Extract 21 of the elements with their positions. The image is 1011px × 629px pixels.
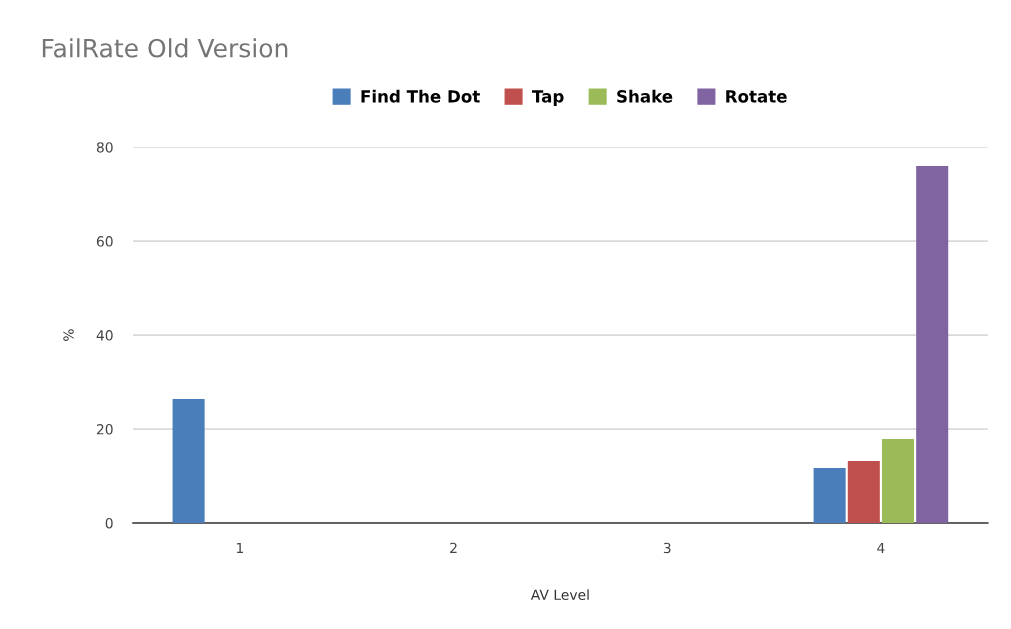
bar (172, 398, 205, 524)
y-tick-label: 20 (96, 424, 113, 435)
bar (813, 468, 846, 524)
y-tick-label: 60 (96, 236, 113, 247)
legend-label: Find The Dot (361, 89, 480, 103)
y-tick-label: 0 (105, 517, 113, 529)
chart-title: FailRate Old Version (42, 38, 288, 58)
legend-label: Shake (617, 89, 673, 103)
x-tick-label: 3 (663, 542, 671, 554)
legend-label: Tap (532, 90, 564, 106)
x-tick-label: 2 (450, 542, 457, 554)
y-axis-title: % (63, 329, 74, 341)
y-tick-label: 80 (96, 142, 113, 153)
x-tick-label: 4 (877, 542, 885, 554)
x-tick-label: 1 (236, 542, 244, 554)
y-tick-label: 40 (96, 330, 113, 341)
bar (916, 165, 949, 524)
bar (847, 461, 880, 524)
x-axis-title: AV Level (530, 589, 589, 600)
bar (881, 438, 915, 524)
legend-label: Rotate (726, 90, 787, 103)
